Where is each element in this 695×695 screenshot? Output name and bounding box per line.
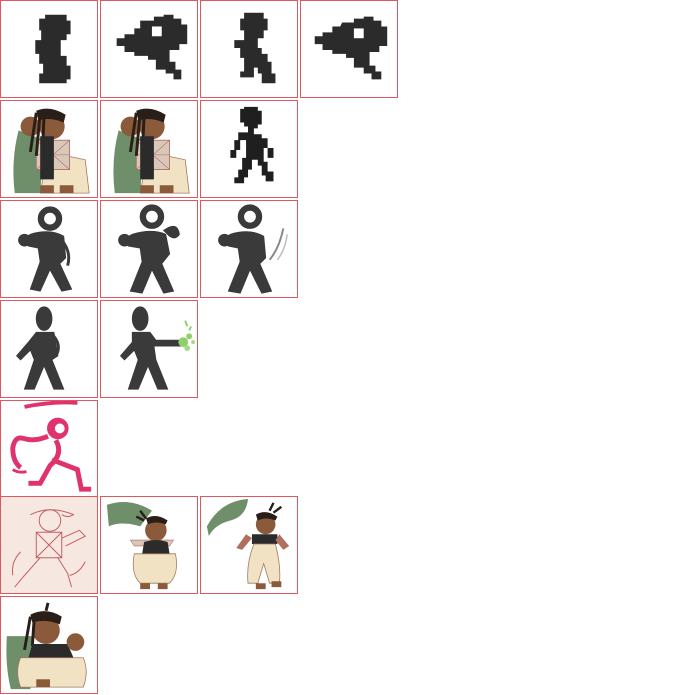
row-4 — [0, 300, 200, 399]
frame-ink-kick-hit — [100, 300, 198, 398]
frame-sketch-character-kick — [0, 496, 98, 594]
frame-pixel-silhouette-walk — [200, 0, 298, 98]
frame-pixel-silhouette-crouch — [0, 0, 98, 98]
frame-character-idle-1 — [0, 100, 98, 198]
frame-character-float-cloak — [200, 496, 298, 594]
frame-character-idle-2 — [100, 100, 198, 198]
frame-ink-fighter-1 — [0, 200, 98, 298]
frame-character-jump-cloak — [100, 496, 198, 594]
row-3 — [0, 200, 300, 299]
row-2 — [0, 100, 300, 199]
frame-ink-fighter-2 — [100, 200, 198, 298]
frame-ink-fighter-3 — [200, 200, 298, 298]
frame-ink-kick-ready — [0, 300, 98, 398]
frame-pixel-silhouette-punch-2 — [300, 0, 398, 98]
frame-character-crouch — [0, 596, 98, 694]
row-6 — [0, 496, 300, 595]
frame-pink-sketch-lunge — [0, 400, 98, 498]
row-7 — [0, 596, 100, 695]
row-5 — [0, 400, 100, 499]
frame-pixel-silhouette-punch — [100, 0, 198, 98]
frame-pixel-silhouette-stance — [200, 100, 298, 198]
row-1 — [0, 0, 400, 99]
